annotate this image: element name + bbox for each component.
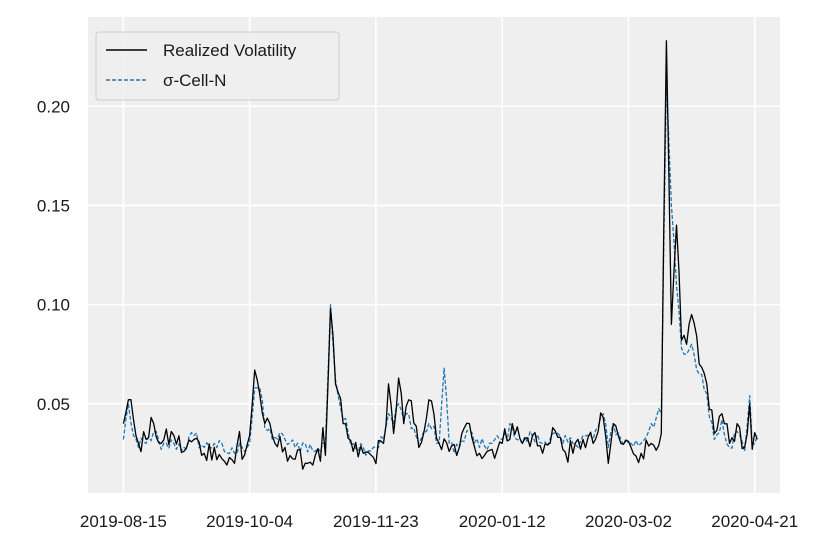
series-layer xyxy=(122,40,758,470)
y-tick-label: 0.10 xyxy=(37,296,70,315)
x-tick-label: 2019-10-04 xyxy=(206,512,293,531)
series-line-realized-volatility xyxy=(122,40,758,470)
y-tick-label: 0.15 xyxy=(37,196,70,215)
x-tick-label: 2020-03-02 xyxy=(585,512,672,531)
x-tick-label: 2019-11-23 xyxy=(333,512,419,531)
y-tick-label: 0.05 xyxy=(37,395,70,414)
x-tick-label: 2020-01-12 xyxy=(459,512,546,531)
legend: Realized Volatility σ-Cell-N xyxy=(95,31,340,101)
series-line-sigma-cell-n xyxy=(122,79,758,456)
legend-box xyxy=(95,31,340,101)
y-tick-label: 0.20 xyxy=(37,97,70,116)
x-tick-label: 2019-08-15 xyxy=(80,512,167,531)
legend-label: σ-Cell-N xyxy=(163,71,226,90)
legend-label: Realized Volatility xyxy=(163,41,297,60)
y-axis-ticks: 0.05 0.10 0.15 0.20 xyxy=(37,97,70,414)
x-axis-ticks: 2019-08-15 2019-10-04 2019-11-23 2020-01-12… xyxy=(80,512,798,531)
x-tick-label: 2020-04-21 xyxy=(711,512,798,531)
grid xyxy=(88,17,780,493)
